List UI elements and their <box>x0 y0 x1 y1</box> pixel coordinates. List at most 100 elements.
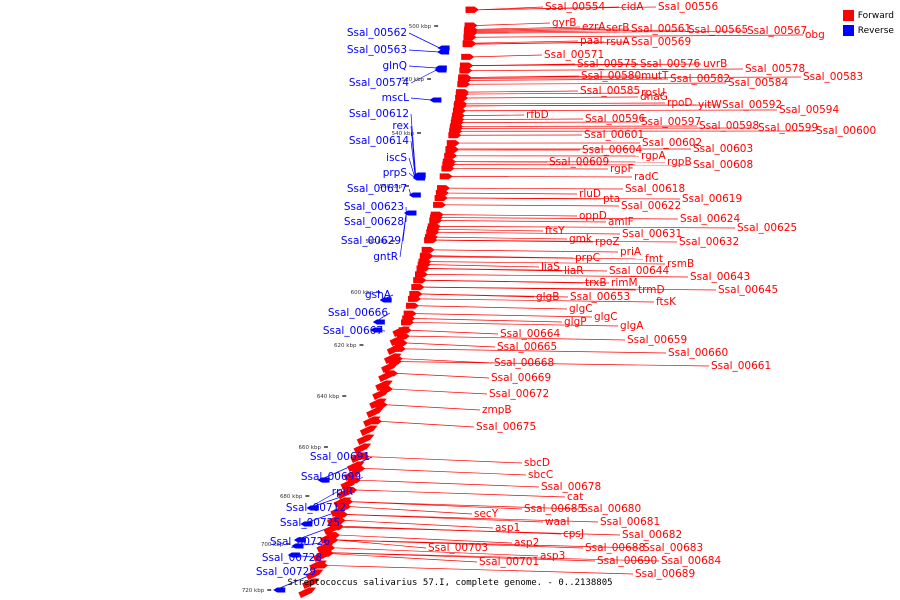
forward-gene-label: rpoD <box>667 97 693 109</box>
forward-gene-label: Ssal_00685 <box>524 503 584 515</box>
forward-gene-block <box>350 452 368 463</box>
forward-gene-label: ftsY <box>545 225 565 237</box>
forward-connector <box>475 30 746 34</box>
forward-gene-label: glgB <box>536 291 559 303</box>
tick-label: 660 kbp <box>299 445 322 451</box>
forward-connector <box>467 92 640 95</box>
forward-gene-block <box>369 398 387 409</box>
reverse-connector <box>410 125 416 177</box>
forward-gene <box>452 107 466 114</box>
forward-gene <box>461 53 475 60</box>
forward-connector <box>442 214 578 217</box>
forward-connector <box>337 539 427 549</box>
forward-connector <box>380 421 475 428</box>
forward-gene-label: glgP <box>564 316 587 328</box>
forward-gene-label: Ssal_00622 <box>621 200 681 212</box>
reverse-gene-label: Ssal_00563 <box>347 44 407 56</box>
forward-gene-label: radC <box>634 171 659 183</box>
forward-gene-label: Ssal_00645 <box>718 284 778 296</box>
forward-connector <box>396 373 490 379</box>
forward-gene-label: Ssal_00602 <box>642 137 702 149</box>
forward-swatch <box>842 10 854 21</box>
forward-gene-label: Ssal_00576 <box>640 58 700 70</box>
legend: Forward Reverse <box>842 8 894 38</box>
forward-gene-label: zmpB <box>482 404 512 416</box>
forward-gene <box>426 229 440 236</box>
forward-gene-block <box>378 371 396 382</box>
forward-connector <box>475 34 804 38</box>
forward-gene <box>435 190 449 197</box>
forward-connector <box>476 22 551 26</box>
forward-connector <box>446 197 681 200</box>
forward-gene-block <box>386 344 405 355</box>
forward-gene-label: sbcD <box>524 457 550 469</box>
forward-gene-label: rsuA <box>606 36 630 48</box>
forward-gene-block <box>353 443 372 454</box>
forward-connector <box>386 404 481 411</box>
forward-gene <box>403 310 417 317</box>
forward-gene-block <box>319 533 338 544</box>
forward-gene-block <box>392 326 410 337</box>
tick-label: 600 kbp <box>351 290 374 296</box>
forward-gene-label: cidA <box>621 1 644 13</box>
forward-gene-label: Ssal_00644 <box>609 265 669 277</box>
forward-connector <box>400 361 710 367</box>
forward-connector <box>436 239 678 243</box>
legend-reverse: Reverse <box>842 23 894 38</box>
forward-gene <box>453 102 467 109</box>
forward-connector <box>432 255 574 259</box>
forward-connector <box>351 501 580 510</box>
forward-gene-label: glgC <box>594 311 618 323</box>
reverse-gene <box>372 319 385 325</box>
forward-gene <box>401 319 415 326</box>
forward-connector <box>465 104 721 107</box>
forward-gene-block <box>305 569 324 580</box>
reverse-gene-label: rpiR <box>332 486 353 498</box>
reverse-gene <box>429 97 442 103</box>
forward-gene-label: fmt <box>645 253 663 265</box>
forward-connector <box>436 236 568 240</box>
forward-gene <box>405 302 419 309</box>
forward-gene-block <box>383 353 402 364</box>
forward-gene-label: Ssal_00618 <box>625 183 685 195</box>
reverse-connector <box>408 32 440 49</box>
forward-gene-label: cat <box>567 491 583 503</box>
forward-connector <box>391 388 488 395</box>
reverse-gene-label: Ssal_00691 <box>310 451 370 463</box>
forward-connector <box>438 231 621 235</box>
reverse-gene <box>434 67 447 73</box>
forward-gene <box>460 62 474 69</box>
reverse-connector <box>319 456 373 481</box>
reverse-connector <box>408 49 440 53</box>
tick-label: 500 kbp <box>409 24 432 30</box>
forward-gene-label: glgA <box>620 320 644 332</box>
forward-gene-label: Ssal_00659 <box>627 334 687 346</box>
forward-gene <box>465 6 479 13</box>
forward-connector <box>470 76 802 79</box>
forward-gene-label: Ssal_00619 <box>682 193 742 205</box>
forward-gene-label: Ssal_00678 <box>541 481 601 493</box>
forward-gene-label: rgpA <box>641 150 666 162</box>
forward-gene-label: ftsK <box>656 296 677 308</box>
forward-connector <box>346 514 599 523</box>
forward-connector <box>331 553 478 563</box>
forward-connector <box>451 176 633 178</box>
reverse-connector <box>410 97 432 101</box>
forward-gene-label: Ssal_00683 <box>643 542 703 554</box>
reverse-gene <box>404 210 417 216</box>
forward-gene-label: asp3 <box>540 550 565 562</box>
forward-connector <box>445 204 620 207</box>
reverse-gene-label: Ssal_00729 <box>256 566 316 578</box>
reverse-gene-label: Ssal_00699 <box>301 471 361 483</box>
forward-gene <box>458 75 472 82</box>
forward-gene-label: obg <box>805 29 825 41</box>
forward-gene-label: trmD <box>638 284 665 296</box>
forward-gene-label: pta <box>603 193 620 205</box>
forward-connector <box>463 118 584 120</box>
reverse-gene-label: Ssal_00712 <box>286 502 346 514</box>
forward-connector <box>476 28 630 32</box>
forward-gene-label: Ssal_00597 <box>641 116 701 128</box>
forward-gene <box>413 277 427 284</box>
tick-label: 620 kbp <box>334 343 357 349</box>
